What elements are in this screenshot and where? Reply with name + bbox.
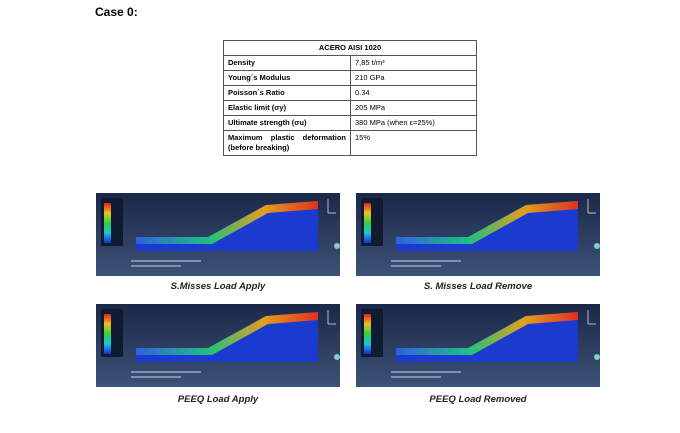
property-value: 380 MPa (when ε=25%) <box>350 115 477 131</box>
property-value: 210 GPa <box>350 70 477 86</box>
property-value: 15% <box>350 130 477 156</box>
caption: PEEQ Load Removed <box>429 394 527 405</box>
simulation-image <box>356 193 600 276</box>
property-name: Ultimate strength (σu) <box>223 115 351 131</box>
property-name: Elastic limit (σy) <box>223 100 351 116</box>
property-value: 7,85 t/m³ <box>350 55 477 71</box>
caption: S. Misses Load Remove <box>423 281 533 292</box>
caption: S.Misses Load Apply <box>170 281 266 292</box>
property-name: Density <box>223 55 351 71</box>
simulation-image <box>96 193 340 276</box>
table-row: Elastic limit (σy) 205 MPa <box>223 100 477 116</box>
property-name: Young´s Modulus <box>223 70 351 86</box>
table-row: Poisson´s Ratio 0.34 <box>223 85 477 101</box>
property-table: ACERO AISI 1020 Density 7,85 t/m³ Young´s … <box>223 40 477 156</box>
table-title: ACERO AISI 1020 <box>223 40 477 56</box>
caption: PEEQ Load Apply <box>177 394 259 405</box>
table-row: Ultimate strength (σu) 380 MPa (when ε=25… <box>223 115 477 131</box>
simulation-image <box>96 304 340 387</box>
property-value: 0.34 <box>350 85 477 101</box>
table-row: Density 7,85 t/m³ <box>223 55 477 71</box>
table-row: Young´s Modulus 210 GPa <box>223 70 477 86</box>
property-name: Maximum plastic deformation (before brea… <box>223 130 351 156</box>
simulation-image <box>356 304 600 387</box>
table-row: Maximum plastic deformation (before brea… <box>223 130 477 156</box>
heading: Case 0: <box>95 5 138 19</box>
property-value: 205 MPa <box>350 100 477 116</box>
property-name: Poisson´s Ratio <box>223 85 351 101</box>
table-body: Density 7,85 t/m³ Young´s Modulus 210 GPa Po… <box>223 55 477 156</box>
